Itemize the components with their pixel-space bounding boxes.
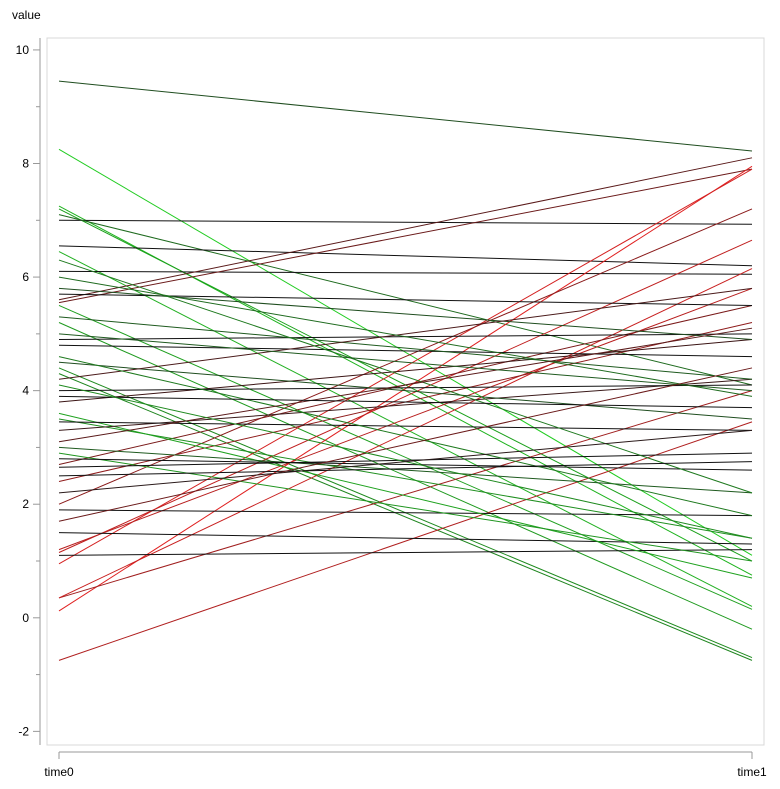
series-line	[58, 395, 753, 409]
y-tick-label: 10	[16, 43, 30, 57]
series-line	[58, 421, 753, 661]
series-line	[58, 268, 753, 599]
series-line	[58, 270, 753, 275]
series-line	[58, 148, 753, 556]
series-line	[58, 367, 753, 522]
series-line	[58, 333, 753, 392]
series-line	[58, 305, 753, 610]
y-tick-label: 8	[22, 156, 29, 170]
series-line	[58, 452, 753, 562]
series-line	[58, 157, 753, 301]
series-line	[58, 322, 753, 630]
series-line	[58, 239, 753, 553]
x-tick-label: time0	[44, 765, 74, 779]
series-line	[58, 259, 753, 494]
series-line	[58, 452, 753, 468]
series-line	[58, 446, 753, 494]
x-tick-label: time1	[737, 765, 767, 779]
series-line	[58, 327, 753, 443]
series-line	[58, 316, 753, 380]
y-tick-label: 0	[22, 611, 29, 625]
y-tick-label: 2	[22, 497, 29, 511]
series-line	[58, 80, 753, 152]
series-line	[58, 344, 753, 358]
series-line	[58, 168, 753, 304]
series-line	[58, 458, 753, 471]
series-line	[58, 532, 753, 545]
series-line	[58, 287, 753, 341]
series-line	[58, 373, 753, 661]
series-line	[58, 339, 753, 403]
plot-frame	[46, 37, 765, 746]
series-line	[58, 276, 753, 397]
series-line	[58, 461, 753, 477]
series-line	[58, 361, 753, 420]
series-line	[58, 549, 753, 556]
series-line	[58, 390, 753, 599]
y-tick-label: 6	[22, 270, 29, 284]
series-line	[58, 165, 753, 612]
y-axis-label: value	[12, 8, 41, 22]
series-line	[58, 418, 753, 539]
series-line	[58, 384, 753, 392]
series-line	[58, 168, 753, 565]
series-line	[58, 251, 753, 607]
series-line	[58, 219, 753, 225]
series-line	[58, 356, 753, 517]
series-line	[58, 412, 753, 579]
series-line	[58, 245, 753, 267]
series-line	[58, 287, 753, 380]
series-line	[58, 429, 753, 494]
y-tick-label: 4	[22, 384, 29, 398]
series-line	[58, 378, 753, 431]
series-line	[58, 509, 753, 517]
y-tick-label: -2	[18, 724, 29, 738]
